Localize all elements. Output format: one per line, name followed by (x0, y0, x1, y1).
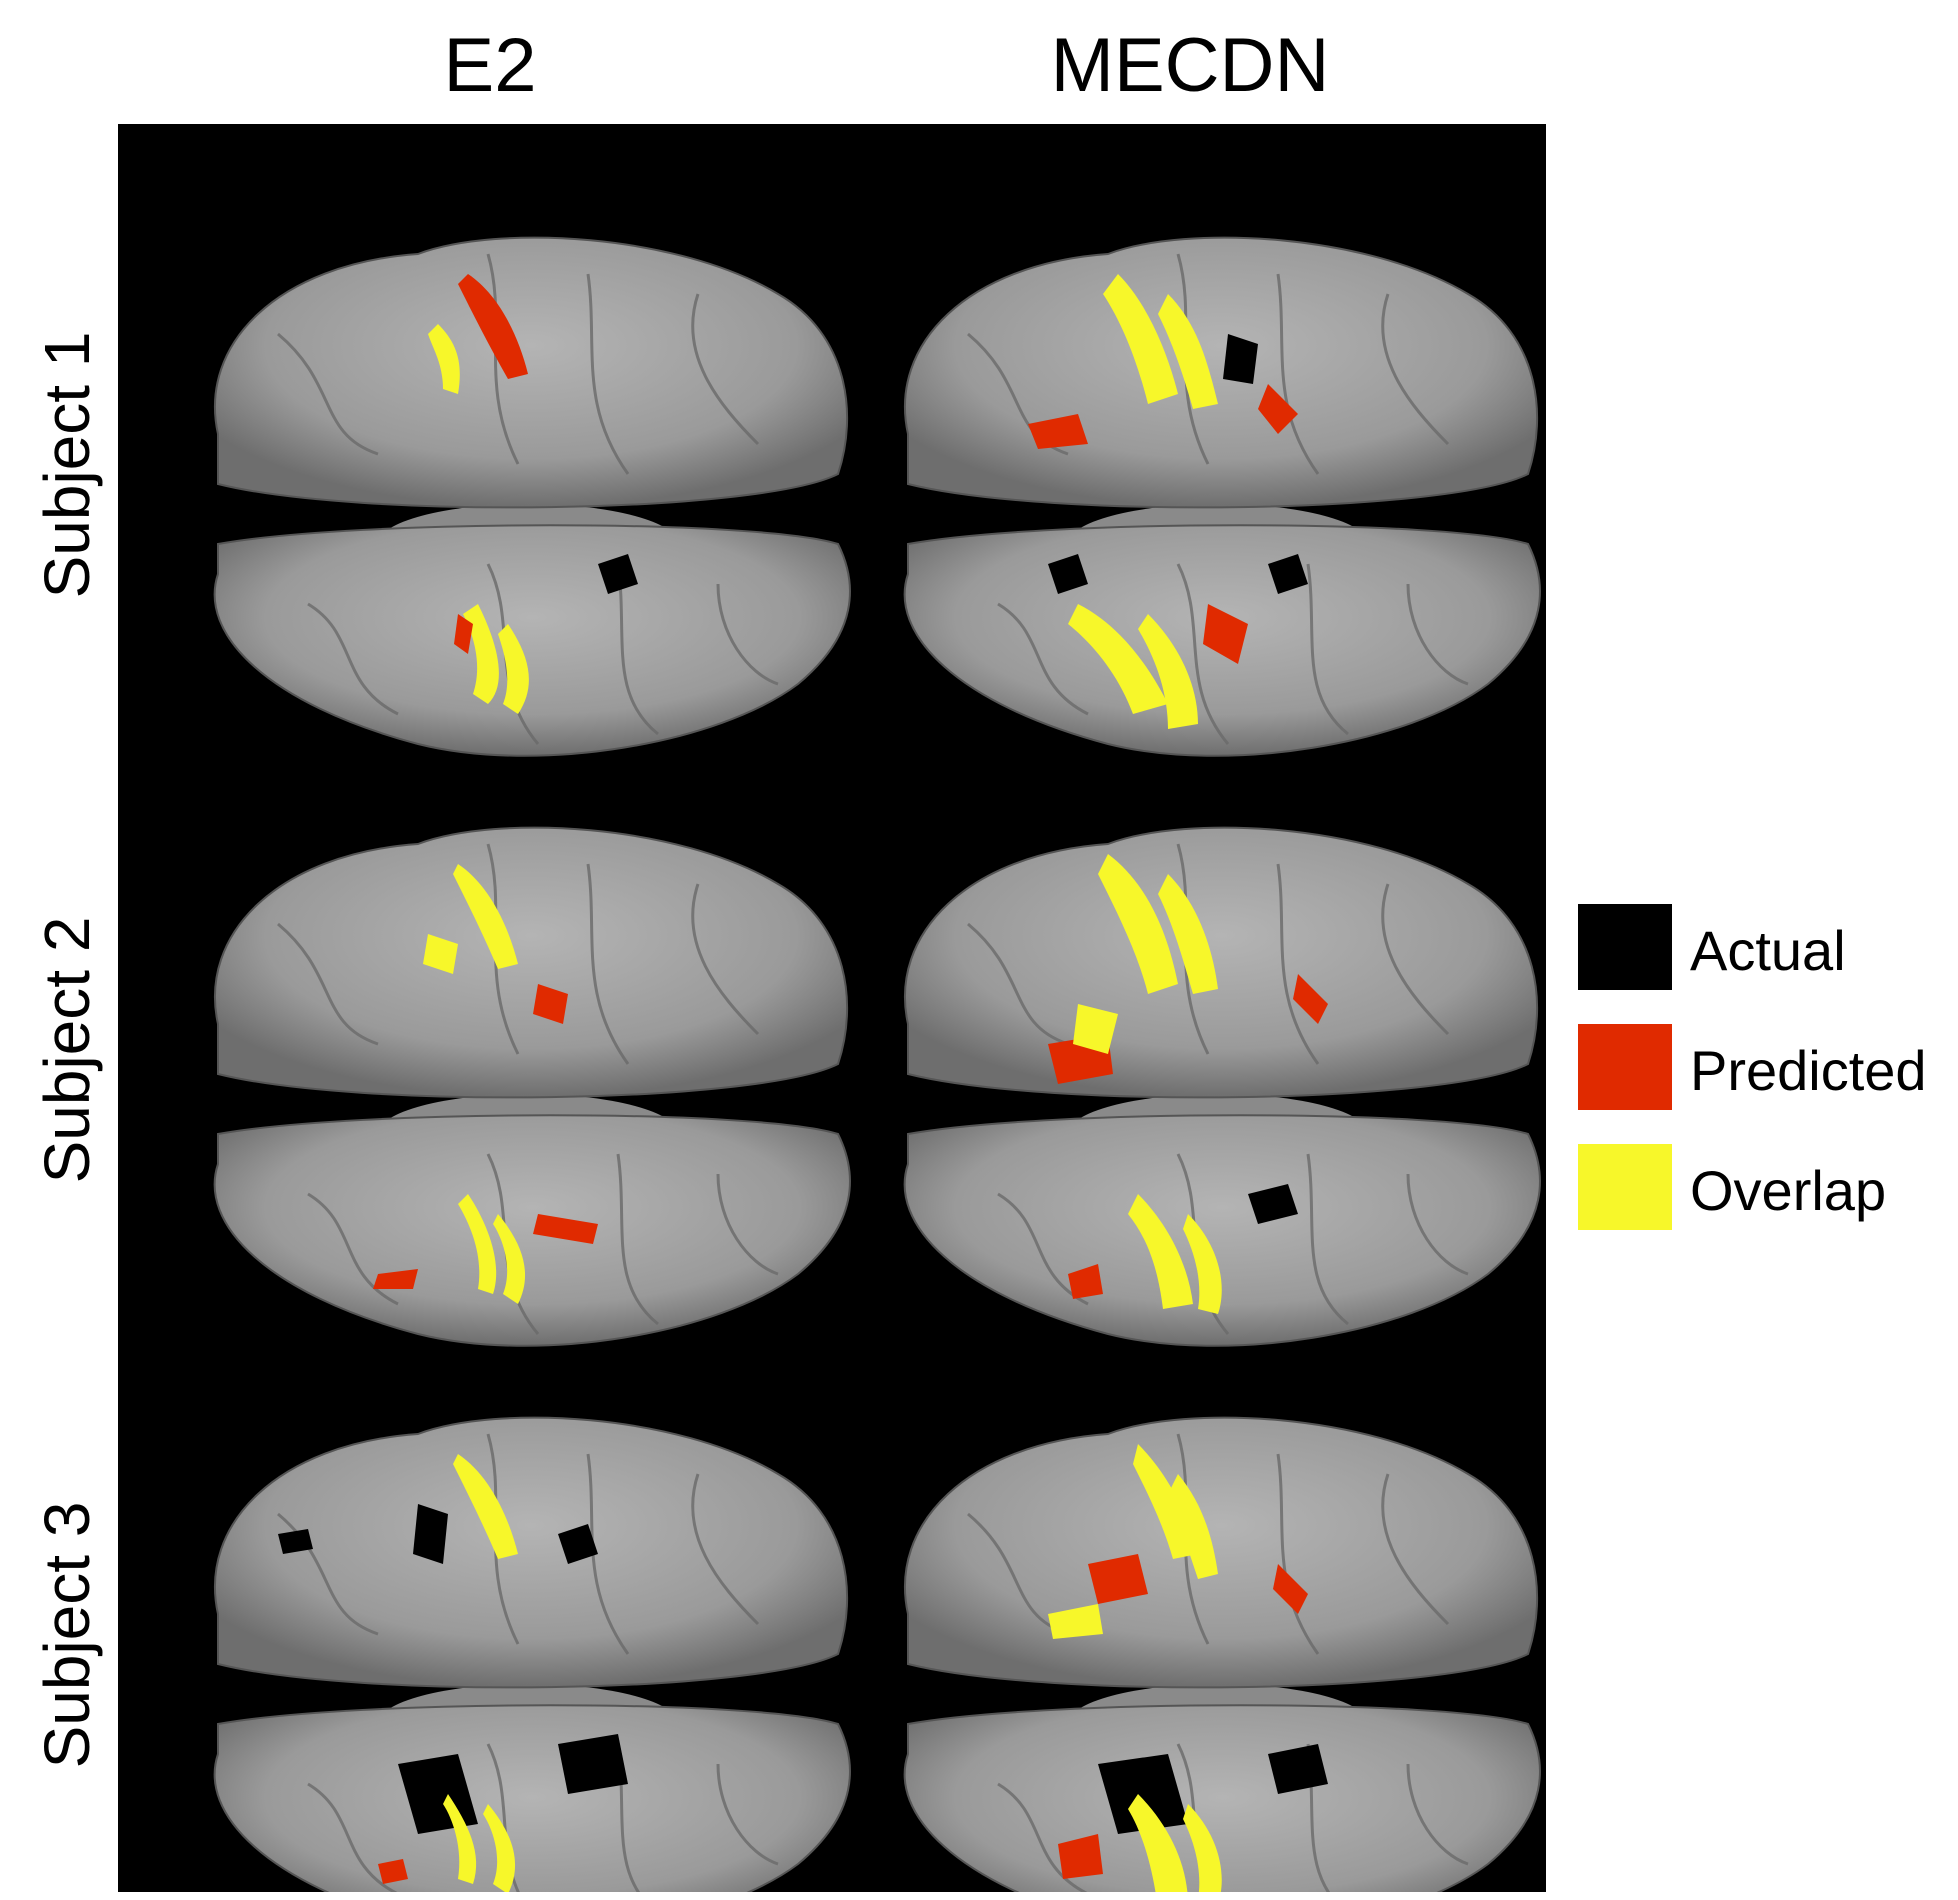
legend-swatch-actual (1578, 904, 1672, 990)
legend-swatch-overlap (1578, 1144, 1672, 1230)
row-label-subject-1: Subject 1 (31, 331, 103, 599)
brain-subject-1-e2 (213, 236, 852, 758)
column-title-mecdn: MECDN (1050, 23, 1330, 108)
legend-label-predicted: Predicted (1690, 1039, 1927, 1102)
row-label-subject-3: Subject 3 (31, 1501, 103, 1769)
brain-renderings (213, 236, 1542, 1892)
legend-label-actual: Actual (1690, 919, 1846, 982)
brain-subject-3-e2 (213, 1416, 852, 1892)
brain-subject-2-e2 (213, 826, 852, 1348)
row-label-subject-2: Subject 2 (31, 916, 103, 1184)
legend-label-overlap: Overlap (1690, 1159, 1887, 1222)
brain-subject-2-mecdn (903, 826, 1542, 1348)
brain-subject-3-mecdn (903, 1416, 1542, 1892)
brain-image-panel (118, 124, 1546, 1892)
legend-swatch-predicted (1578, 1024, 1672, 1110)
column-title-e2: E2 (443, 23, 537, 108)
brain-subject-1-mecdn (903, 236, 1542, 758)
